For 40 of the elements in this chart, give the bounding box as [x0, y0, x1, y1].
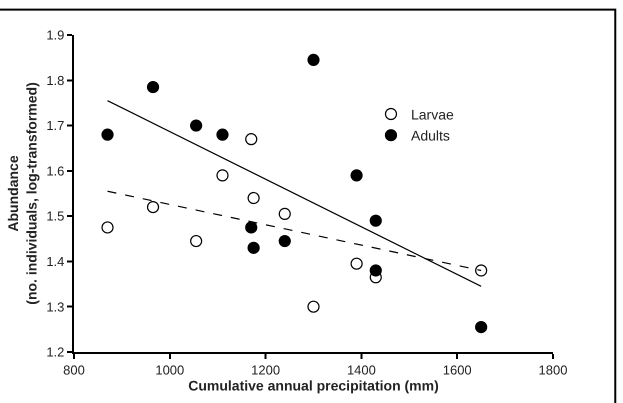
y-tick-label: 1.4 — [46, 254, 64, 269]
point — [350, 169, 363, 182]
point — [146, 200, 160, 214]
x-tick-label: 1800 — [538, 362, 568, 378]
x-tick-label: 1000 — [155, 362, 184, 378]
point — [278, 208, 291, 220]
point — [307, 54, 320, 66]
y-tick-label: 1.5 — [46, 208, 64, 224]
point — [101, 128, 114, 141]
y-axis-title: Abundance (no. individuals, log-transformed) — [5, 82, 40, 305]
point — [278, 234, 291, 248]
point — [350, 258, 363, 270]
point — [248, 242, 260, 254]
point — [370, 214, 382, 227]
x-axis-title: Cumulative annual precipitation (mm) — [188, 378, 439, 394]
point — [370, 264, 382, 277]
x-tick-label: 800 — [63, 362, 85, 378]
y-tick-label: 1.3 — [46, 299, 64, 314]
point — [216, 128, 229, 141]
y-tick-label: 1.7 — [46, 118, 64, 134]
point — [146, 80, 160, 94]
x-tick-label: 1200 — [251, 362, 280, 378]
point — [216, 169, 229, 182]
y-tick-label: 1.9 — [46, 28, 64, 43]
point — [190, 119, 202, 132]
y-tick-label: 1.2 — [46, 344, 64, 360]
point — [101, 221, 114, 234]
legend-label: Larvae — [410, 106, 454, 122]
point — [248, 192, 260, 204]
point — [307, 300, 320, 313]
legend-label: Adults — [410, 128, 450, 144]
x-tick-label: 1400 — [346, 362, 376, 378]
point — [245, 221, 258, 234]
point — [475, 264, 488, 277]
point — [190, 234, 202, 248]
y-tick-label: 1.8 — [46, 72, 64, 88]
x-tick-label: 1600 — [442, 362, 472, 378]
y-tick-label: 1.6 — [46, 163, 64, 178]
point — [245, 133, 258, 146]
point — [475, 320, 488, 334]
